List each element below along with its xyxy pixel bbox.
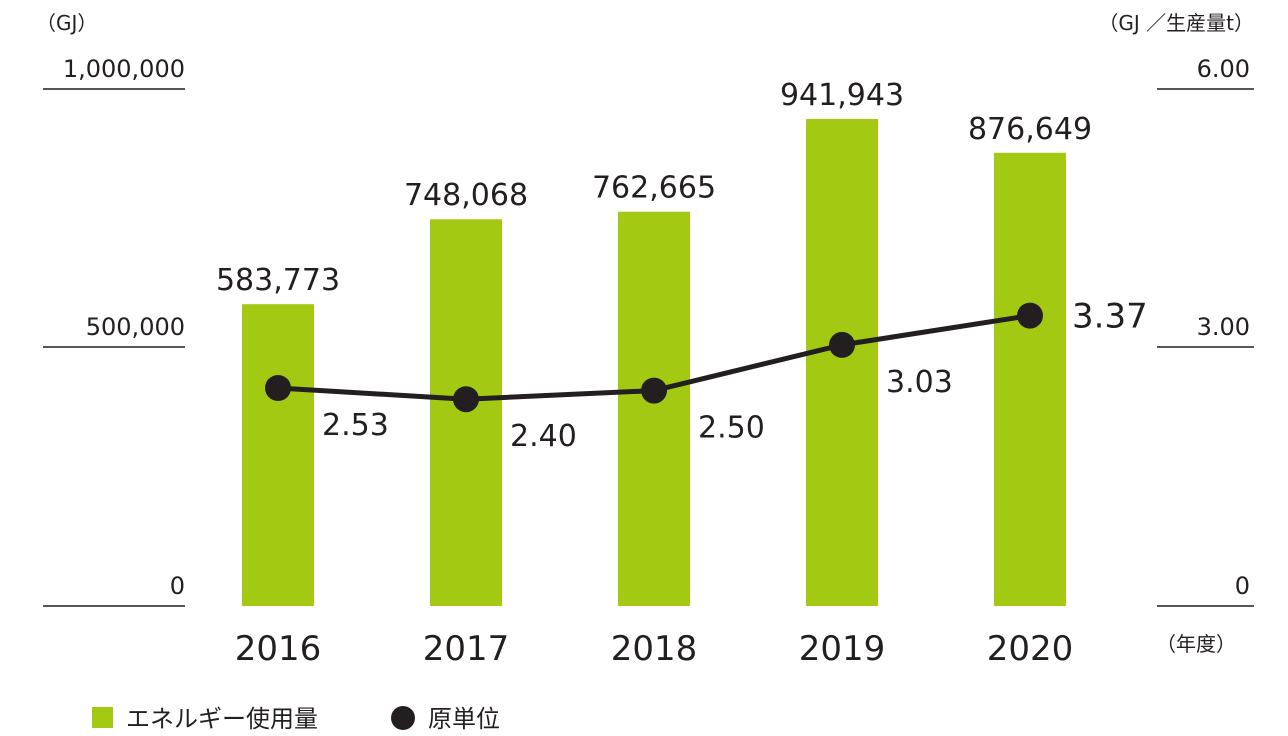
bar-value-label-2017: 748,068 (404, 178, 528, 213)
legend: エネルギー使用量 原単位 (92, 705, 500, 733)
legend-line-marker (391, 706, 415, 730)
x-axis-labels: 2016 2017 2018 2019 2020 (235, 629, 1074, 669)
rate-label-2016: 2.53 (322, 408, 389, 443)
rate-label-2017: 2.40 (510, 419, 577, 454)
bar-value-label-2016: 583,773 (216, 263, 340, 298)
rate-label-2020: 3.37 (1072, 297, 1148, 337)
bar-value-label-2020: 876,649 (968, 112, 1092, 147)
rate-point-2018 (641, 377, 667, 404)
rate-label-2019: 3.03 (886, 365, 953, 400)
rate-point-2017 (453, 386, 479, 413)
x-axis-unit: （年度） (1156, 632, 1236, 656)
rate-label-2018: 2.50 (698, 411, 765, 446)
left-axis: 1,000,000 500,000 0 (43, 55, 185, 607)
legend-bar-label: エネルギー使用量 (126, 705, 318, 733)
left-tick-label-top: 1,000,000 (63, 55, 185, 83)
x-label-2019: 2019 (799, 629, 886, 669)
right-tick-label-bottom: 0 (1235, 572, 1250, 600)
bar-2018 (618, 211, 690, 606)
bar-2016 (242, 304, 314, 606)
bar-value-labels: 583,773 748,068 762,665 941,943 876,649 (216, 78, 1092, 298)
bar-2017 (430, 219, 502, 606)
right-axis: 6.00 3.00 0 (1157, 55, 1254, 607)
x-label-2017: 2017 (423, 629, 510, 669)
right-tick-label-mid: 3.00 (1197, 313, 1250, 341)
bar-2019 (806, 119, 878, 606)
left-axis-unit: （GJ） (36, 11, 97, 35)
legend-bar-swatch (92, 707, 113, 728)
bar-value-label-2019: 941,943 (780, 78, 904, 113)
legend-line-label: 原単位 (428, 705, 500, 733)
bar-2020 (994, 152, 1066, 606)
rate-point-2020 (1017, 302, 1043, 329)
rate-point-2019 (829, 331, 855, 358)
x-label-2020: 2020 (987, 629, 1074, 669)
x-label-2016: 2016 (235, 629, 322, 669)
left-tick-label-mid: 500,000 (86, 313, 185, 341)
right-tick-label-top: 6.00 (1197, 55, 1250, 83)
right-axis-unit: （GJ ／生産量t） (1098, 11, 1254, 35)
x-label-2018: 2018 (611, 629, 698, 669)
rate-point-2016 (265, 374, 291, 401)
line-series-layer: 2.53 2.40 2.50 3.03 3.37 (265, 297, 1148, 454)
left-tick-label-bottom: 0 (170, 572, 185, 600)
bar-value-label-2018: 762,665 (592, 171, 716, 206)
bars-layer (242, 119, 1066, 606)
